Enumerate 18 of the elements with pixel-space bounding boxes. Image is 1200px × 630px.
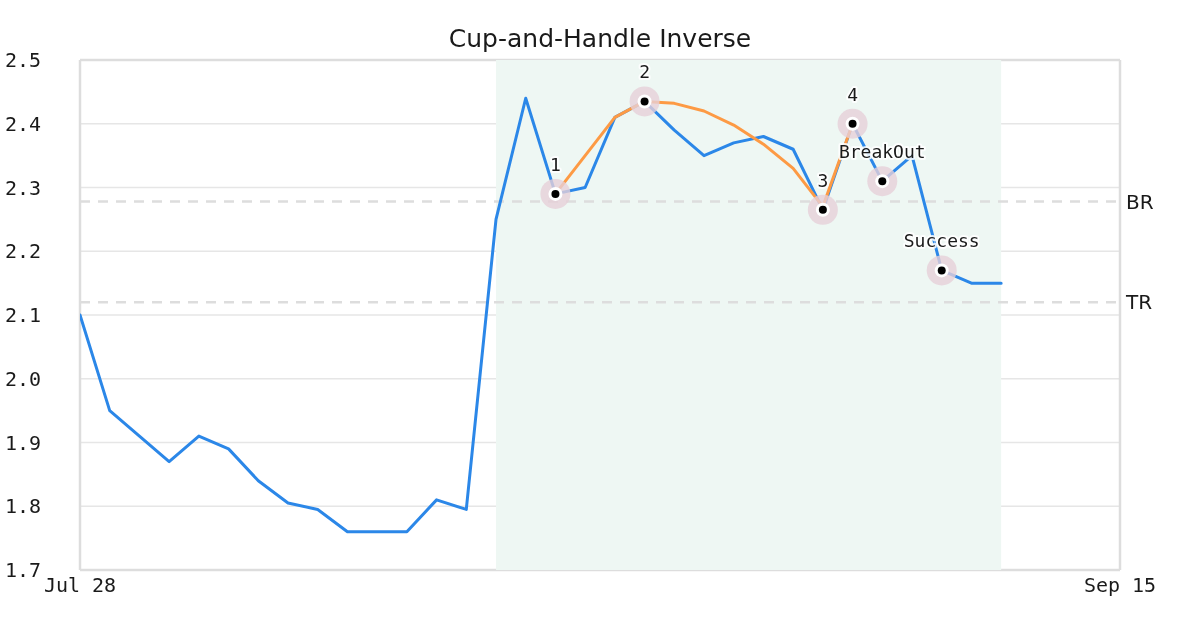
y-tick-label: 2.2 (5, 239, 42, 264)
y-tick-label: 2.4 (5, 111, 42, 136)
annotation: 3 (817, 169, 829, 191)
y-tick-label: 2.1 (5, 303, 42, 327)
y-tick-label: 2.0 (5, 366, 42, 391)
x-tick-label: Jul 28 (43, 573, 117, 598)
chart-title: Cup-and-Handle Inverse (448, 24, 752, 53)
y-tick-label: 2.5 (5, 48, 42, 72)
y-tick-label: 1.7 (5, 558, 42, 582)
ref-line-label: TR (1125, 290, 1153, 315)
annotation: 2 (639, 61, 650, 83)
y-tick-label: 1.8 (5, 494, 42, 519)
y-tick-label: 1.9 (5, 430, 42, 455)
ref-line-label: BR (1126, 189, 1154, 214)
annotation: 4 (847, 83, 858, 105)
annotation: 1 (550, 153, 561, 175)
x-tick-label: Sep 15 (1083, 573, 1157, 598)
y-tick-label: 2.3 (5, 175, 42, 200)
